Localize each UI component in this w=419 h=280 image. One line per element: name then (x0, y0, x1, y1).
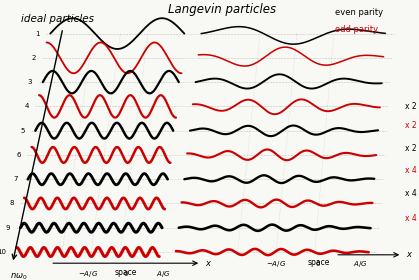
Text: 5: 5 (21, 128, 25, 134)
Text: x 2: x 2 (405, 144, 417, 153)
Text: x: x (406, 250, 411, 259)
Text: $-A/G$: $-A/G$ (266, 259, 287, 269)
Text: $0$: $0$ (316, 259, 321, 268)
Text: x 2: x 2 (405, 122, 417, 130)
Text: $A/G$: $A/G$ (156, 269, 171, 279)
Text: 10: 10 (0, 249, 6, 255)
Text: 7: 7 (13, 176, 18, 182)
Text: ideal particles: ideal particles (21, 14, 94, 24)
Text: $-A/G$: $-A/G$ (78, 269, 98, 279)
Text: space: space (114, 268, 137, 277)
Text: x 2: x 2 (405, 102, 417, 111)
Text: x: x (205, 259, 210, 268)
Text: 4: 4 (24, 103, 28, 109)
Text: 6: 6 (17, 152, 21, 158)
Text: space: space (307, 258, 330, 267)
Text: Langevin particles: Langevin particles (168, 3, 276, 16)
Text: 2: 2 (32, 55, 36, 61)
Text: x 4: x 4 (405, 189, 417, 198)
Text: 8: 8 (9, 200, 14, 206)
Text: even parity: even parity (335, 8, 383, 17)
Text: x 4: x 4 (405, 214, 417, 223)
Text: $0$: $0$ (123, 269, 129, 278)
Text: 1: 1 (35, 31, 40, 37)
Text: 9: 9 (5, 225, 10, 231)
Text: $n\omega_0$: $n\omega_0$ (10, 272, 28, 280)
Text: $A/G$: $A/G$ (353, 259, 367, 269)
Text: odd parity: odd parity (335, 25, 378, 34)
Text: x 4: x 4 (405, 166, 417, 175)
Text: 3: 3 (28, 79, 32, 85)
